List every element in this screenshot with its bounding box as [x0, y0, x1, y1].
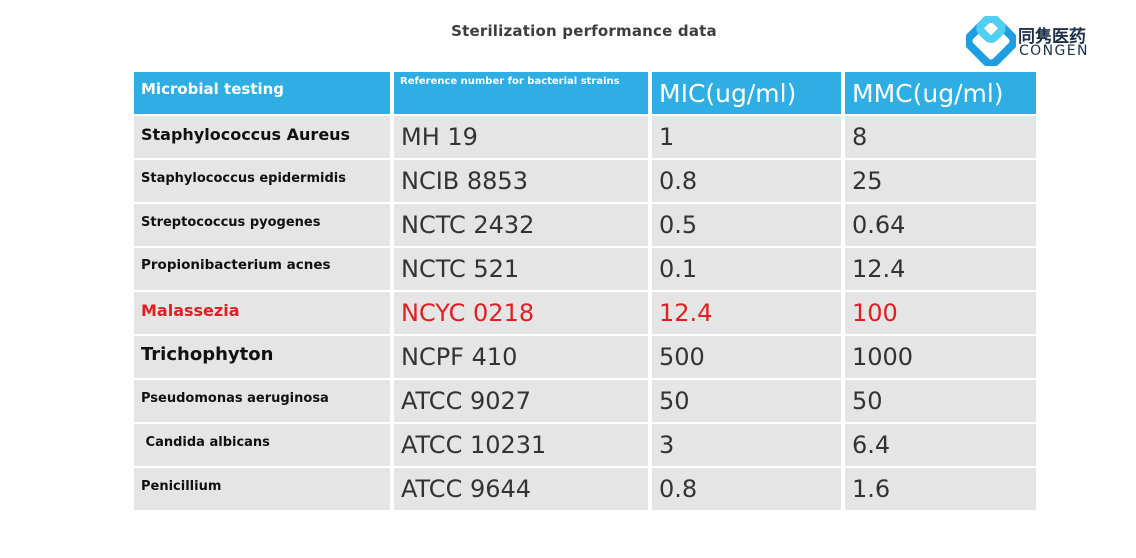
table-cell-microbe: Candida albicans	[134, 424, 390, 466]
table-cell-microbe: Pseudomonas aeruginosa	[134, 380, 390, 422]
table-cell-microbe: Penicillium	[134, 468, 390, 510]
table-cell-mic: 1	[652, 116, 841, 158]
congen-logo: 同隽医药 CONGEN	[966, 14, 1096, 66]
table-cell-mic: 12.4	[652, 292, 841, 334]
logo-chinese-text: 同隽医药	[1018, 27, 1086, 47]
logo-english-text: CONGEN	[1019, 43, 1089, 59]
table-cell-mmc: 1.6	[845, 468, 1036, 510]
table-cell-mmc: 6.4	[845, 424, 1036, 466]
table-cell-reference: ATCC 9027	[394, 380, 648, 422]
congen-logo-mark-icon	[966, 16, 1016, 66]
table-cell-microbe: Trichophyton	[134, 336, 390, 378]
table-cell-reference: ATCC 10231	[394, 424, 648, 466]
table-cell-mmc: 50	[845, 380, 1036, 422]
table-cell-microbe: Propionibacterium acnes	[134, 248, 390, 290]
table-cell-reference: ATCC 9644	[394, 468, 648, 510]
header-microbial-testing: Microbial testing	[134, 72, 390, 114]
table-cell-reference: NCTC 2432	[394, 204, 648, 246]
header-mic: MIC(ug/ml)	[652, 72, 841, 114]
table-cell-microbe: Staphylococcus Aureus	[134, 116, 390, 158]
page-title: Sterilization performance data	[451, 22, 717, 40]
table-cell-mic: 3	[652, 424, 841, 466]
table-cell-mmc: 100	[845, 292, 1036, 334]
table-cell-mic: 0.8	[652, 468, 841, 510]
table-cell-mmc: 12.4	[845, 248, 1036, 290]
header-mmc: MMC(ug/ml)	[845, 72, 1036, 114]
table-cell-mmc: 0.64	[845, 204, 1036, 246]
header-reference-number: Reference number for bacterial strains	[394, 72, 648, 114]
table-cell-reference: NCPF 410	[394, 336, 648, 378]
table-cell-mmc: 25	[845, 160, 1036, 202]
table-cell-reference: MH 19	[394, 116, 648, 158]
table-cell-reference: NCTC 521	[394, 248, 648, 290]
table-cell-mic: 0.1	[652, 248, 841, 290]
sterilization-table: Microbial testing Reference number for b…	[134, 72, 1036, 510]
table-cell-reference: NCYC 0218	[394, 292, 648, 334]
table-cell-mic: 0.8	[652, 160, 841, 202]
table-cell-microbe: Staphylococcus epidermidis	[134, 160, 390, 202]
table-cell-microbe: Streptococcus pyogenes	[134, 204, 390, 246]
table-cell-reference: NCIB 8853	[394, 160, 648, 202]
table-cell-mic: 0.5	[652, 204, 841, 246]
table-cell-mic: 500	[652, 336, 841, 378]
table-cell-microbe: Malassezia	[134, 292, 390, 334]
table-cell-mmc: 1000	[845, 336, 1036, 378]
table-cell-mic: 50	[652, 380, 841, 422]
table-cell-mmc: 8	[845, 116, 1036, 158]
